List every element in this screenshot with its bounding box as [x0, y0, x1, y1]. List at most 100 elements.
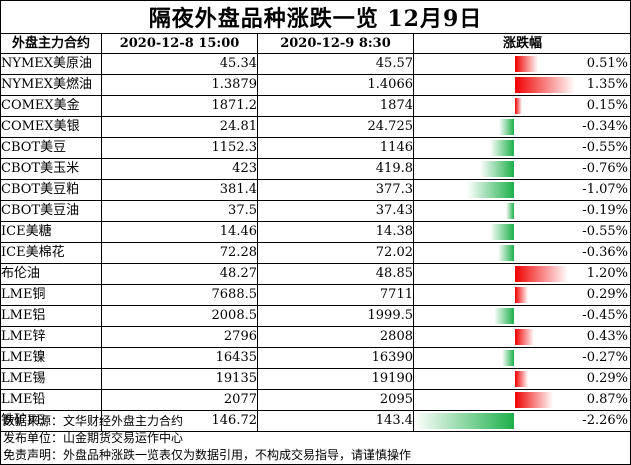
- contract-name: LME铝: [0, 305, 102, 327]
- table-row: ICE美糖 14.46 14.38 -0.55%: [0, 221, 631, 243]
- curr-price: 72.02: [257, 242, 414, 264]
- contract-name: LME锌: [0, 326, 102, 348]
- contract-name: ICE美糖: [0, 221, 102, 243]
- table-header-row: 外盘主力合约 2020-12-8 15:00 2020-12-9 8:30 涨跌…: [0, 33, 631, 54]
- change-bar-down: [502, 350, 514, 366]
- prev-price: 48.27: [101, 263, 258, 285]
- change-label: -0.45%: [582, 308, 628, 323]
- contract-name: CBOT美豆油: [0, 200, 102, 222]
- change-cell: -0.36%: [413, 242, 631, 264]
- change-cell: -1.07%: [413, 179, 631, 201]
- change-bar-down: [498, 245, 514, 261]
- curr-price: 45.57: [257, 53, 414, 75]
- prev-price: 381.4: [101, 179, 258, 201]
- change-cell: -0.34%: [413, 116, 631, 138]
- change-bar-up: [515, 266, 568, 282]
- contract-name: ICE美棉花: [0, 242, 102, 264]
- curr-price: 16390: [257, 347, 414, 369]
- change-cell: -0.55%: [413, 221, 631, 243]
- contract-name: LME铜: [0, 284, 102, 306]
- change-bar-down: [490, 224, 514, 240]
- table-row: CBOT美豆粕 381.4 377.3 -1.07%: [0, 179, 631, 201]
- footer-notes: 数据来源：文华财经外盘主力合约 发布单位：山金期货交易运作中心 免责声明：外盘品…: [0, 413, 631, 464]
- table-row: LME镍 16435 16390 -0.27%: [0, 347, 631, 369]
- curr-price: 14.38: [257, 221, 414, 243]
- table-row: NYMEX美原油 45.34 45.57 0.51%: [0, 53, 631, 75]
- contract-name: NYMEX美原油: [0, 53, 102, 75]
- prev-price: 16435: [101, 347, 258, 369]
- change-bar-up: [515, 329, 534, 345]
- change-cell: -0.27%: [413, 347, 631, 369]
- change-cell: 0.15%: [413, 95, 631, 117]
- prev-price: 1.3879: [101, 74, 258, 96]
- change-cell: 1.35%: [413, 74, 631, 96]
- change-bar-up: [515, 98, 522, 114]
- table-row: LME锌 2796 2808 0.43%: [0, 326, 631, 348]
- change-cell: 0.43%: [413, 326, 631, 348]
- curr-price: 37.43: [257, 200, 414, 222]
- table-row: LME铅 2077 2095 0.87%: [0, 389, 631, 411]
- change-cell: -0.19%: [413, 200, 631, 222]
- change-bar-down: [499, 119, 514, 135]
- change-bar-up: [515, 287, 528, 303]
- contract-name: CBOT美玉米: [0, 158, 102, 180]
- prev-price: 423: [101, 158, 258, 180]
- table-row: COMEX美金 1871.2 1874 0.15%: [0, 95, 631, 117]
- prev-price: 14.46: [101, 221, 258, 243]
- table-row: COMEX美银 24.81 24.725 -0.34%: [0, 116, 631, 138]
- change-label: -0.55%: [582, 224, 628, 239]
- prev-price: 2077: [101, 389, 258, 411]
- table-row: LME铝 2008.5 1999.5 -0.45%: [0, 305, 631, 327]
- table-body: NYMEX美原油 45.34 45.57 0.51% NYMEX美燃油 1.3879 1.4…: [0, 53, 631, 432]
- table-row: NYMEX美燃油 1.3879 1.4066 1.35%: [0, 74, 631, 96]
- prev-price: 1871.2: [101, 95, 258, 117]
- change-bar-up: [515, 77, 575, 93]
- footer-source: 数据来源：文华财经外盘主力合约: [3, 414, 184, 428]
- change-label: -0.36%: [582, 245, 628, 260]
- change-bar-down: [494, 308, 514, 324]
- change-cell: 1.20%: [413, 263, 631, 285]
- curr-price: 1146: [257, 137, 414, 159]
- change-cell: 0.51%: [413, 53, 631, 75]
- curr-price: 24.725: [257, 116, 414, 138]
- change-cell: 0.29%: [413, 284, 631, 306]
- curr-price: 143.4: [257, 410, 414, 432]
- change-bar-up: [515, 392, 553, 408]
- contract-name: 布伦油: [0, 263, 102, 285]
- curr-price: 2808: [257, 326, 414, 348]
- contract-name: LME镍: [0, 347, 102, 369]
- change-cell: 0.87%: [413, 389, 631, 411]
- change-label: -0.76%: [582, 161, 628, 176]
- contract-name: COMEX美金: [0, 95, 102, 117]
- change-label: -0.55%: [582, 140, 628, 155]
- table-row: 布伦油 48.27 48.85 1.20%: [0, 263, 631, 285]
- prev-price: 24.81: [101, 116, 258, 138]
- change-bar-down: [490, 140, 514, 156]
- change-bar-down: [506, 203, 514, 219]
- prev-price: 1152.3: [101, 137, 258, 159]
- curr-price: 377.3: [257, 179, 414, 201]
- change-bar-down: [480, 161, 514, 177]
- change-label: -2.26%: [582, 413, 628, 428]
- curr-price: 1874: [257, 95, 414, 117]
- change-label: -0.27%: [582, 350, 628, 365]
- contract-name: LME锡: [0, 368, 102, 390]
- contract-name: NYMEX美燃油: [0, 74, 102, 96]
- table-row: LME锡 19135 19190 0.29%: [0, 368, 631, 390]
- table-row: CBOT美豆油 37.5 37.43 -0.19%: [0, 200, 631, 222]
- table-row: CBOT美豆 1152.3 1146 -0.55%: [0, 137, 631, 159]
- curr-price: 48.85: [257, 263, 414, 285]
- curr-price: 7711: [257, 284, 414, 306]
- curr-price: 419.8: [257, 158, 414, 180]
- change-cell: -0.45%: [413, 305, 631, 327]
- table-row: ICE美棉花 72.28 72.02 -0.36%: [0, 242, 631, 264]
- change-label: 0.43%: [586, 329, 628, 344]
- change-bar-up: [515, 56, 538, 72]
- change-label: 0.29%: [586, 287, 628, 302]
- prev-price: 19135: [101, 368, 258, 390]
- contract-name: 铁矿FE: [0, 410, 102, 432]
- change-label: 1.20%: [586, 266, 628, 281]
- footer-publisher: 发布单位：山金期货交易运作中心: [3, 431, 184, 445]
- change-label: 0.87%: [586, 392, 628, 407]
